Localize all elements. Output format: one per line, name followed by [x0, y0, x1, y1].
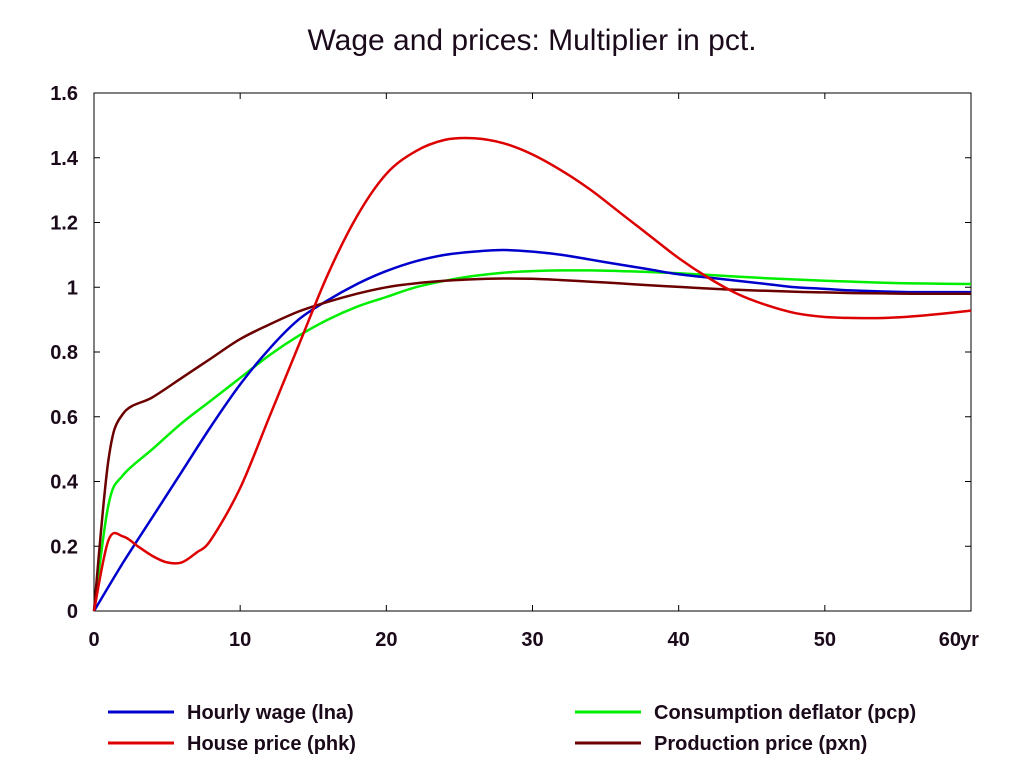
series-line-hourly-wage [92, 248, 971, 612]
legend-label: Production price (pxn) [654, 733, 867, 755]
x-tick-label: 40 [668, 629, 690, 651]
legend: Hourly wage (lna) Consumption deflator (p… [108, 702, 916, 755]
x-tick-label: 50 [814, 629, 836, 651]
y-tick-label: 1.4 [50, 148, 79, 170]
legend-label: Consumption deflator (pcp) [654, 702, 916, 724]
y-tick-label: 0.2 [50, 536, 78, 558]
y-tick-label: 1 [67, 277, 78, 299]
legend-item-production-price: Production price (pxn) [575, 733, 867, 755]
x-tick-label: 20 [375, 629, 397, 651]
y-axis: 0 0.2 0.4 0.6 0.8 1 1.2 1.4 1.6 [50, 83, 971, 623]
y-tick-label: 0.6 [50, 407, 78, 429]
x-tick-label: 30 [521, 629, 543, 651]
legend-item-consumption-deflator: Consumption deflator (pcp) [575, 702, 916, 724]
x-tick-label: 0 [88, 629, 99, 651]
y-tick-label: 1.6 [50, 83, 78, 105]
series-line-house-price [92, 136, 972, 612]
legend-label: House price (phk) [187, 733, 356, 755]
legend-item-house-price: House price (phk) [108, 733, 356, 755]
series-line-production-price [92, 277, 971, 612]
legend-item-hourly-wage: Hourly wage (lna) [108, 702, 354, 724]
x-tick-label: 10 [229, 629, 251, 651]
x-tick-label: 60 [939, 629, 961, 651]
y-tick-label: 0 [67, 601, 78, 623]
x-unit-label: yr [960, 629, 979, 651]
legend-label: Hourly wage (lna) [187, 702, 354, 724]
y-tick-label: 1.2 [50, 213, 78, 235]
series-line-consumption-deflator [92, 269, 972, 612]
plot-frame [93, 92, 972, 612]
y-tick-label: 0.8 [50, 342, 78, 364]
series-lines [92, 136, 972, 612]
chart-title: Wage and prices: Multiplier in pct. [307, 24, 756, 57]
y-tick-label: 0.4 [50, 472, 79, 494]
x-axis: 0 10 20 30 40 50 60 [88, 93, 972, 651]
